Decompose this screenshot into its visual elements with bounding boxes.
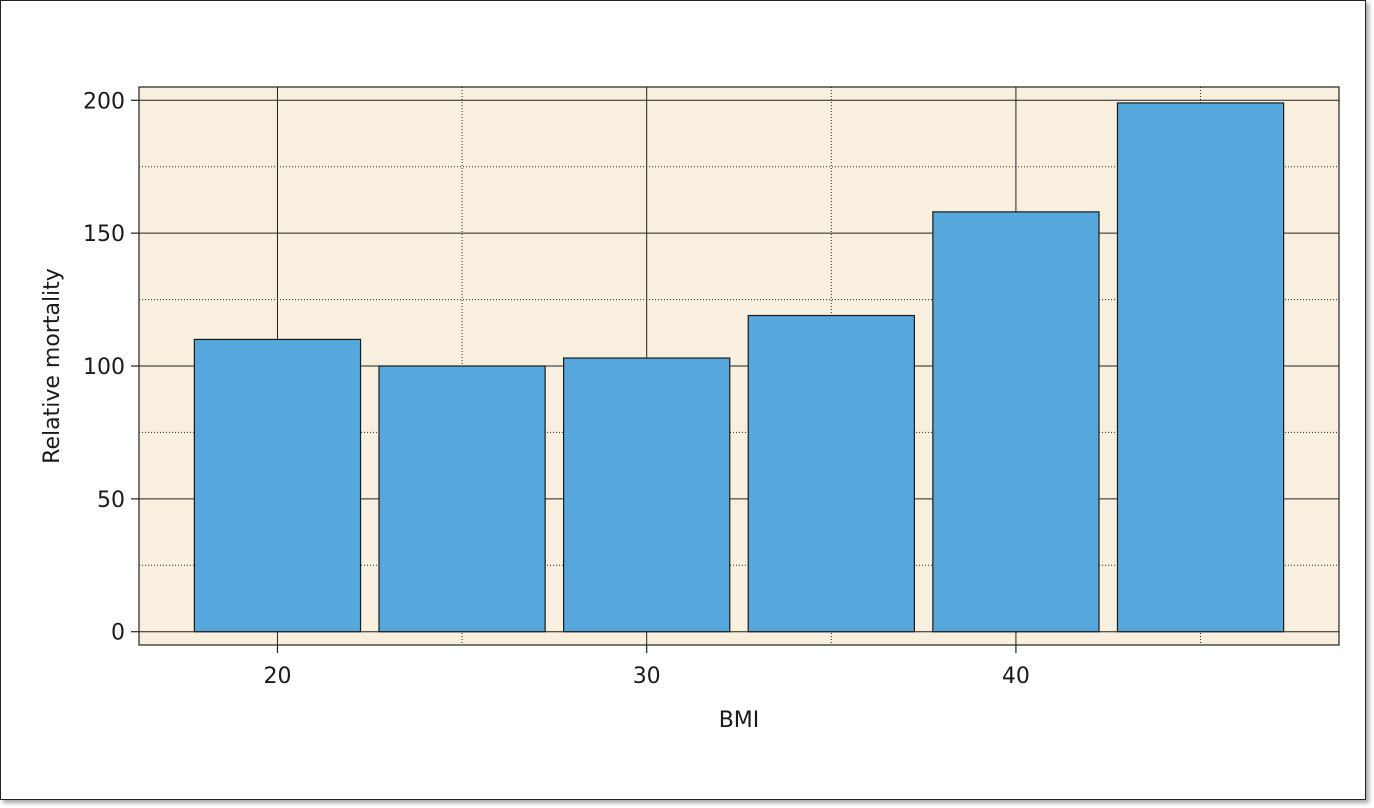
x-tick-label: 30 [633,664,661,689]
bars [193,102,1285,633]
y-tick-label: 200 [83,89,125,114]
bar-bmi-35 [747,314,915,633]
y-tick-label: 0 [111,621,125,646]
x-axis-label: BMI [719,708,760,733]
y-tick-label: 150 [83,222,125,247]
x-tick-label: 20 [263,664,291,689]
x-tick-label: 40 [1002,664,1030,689]
bar-bmi-20 [193,338,362,633]
y-axis-label: Relative mortality [40,268,65,464]
x-tick-labels: 20 30 40 [263,664,1029,689]
bar-bmi-40 [932,211,1100,633]
axis-ticks [131,99,1017,653]
y-tick-labels: 0 50 100 150 200 [83,89,125,645]
bar-bmi-45 [1116,102,1285,633]
bar-bmi-30 [563,357,731,633]
bar-bmi-25 [378,365,546,633]
y-tick-label: 50 [97,488,125,513]
y-tick-label: 100 [83,355,125,380]
